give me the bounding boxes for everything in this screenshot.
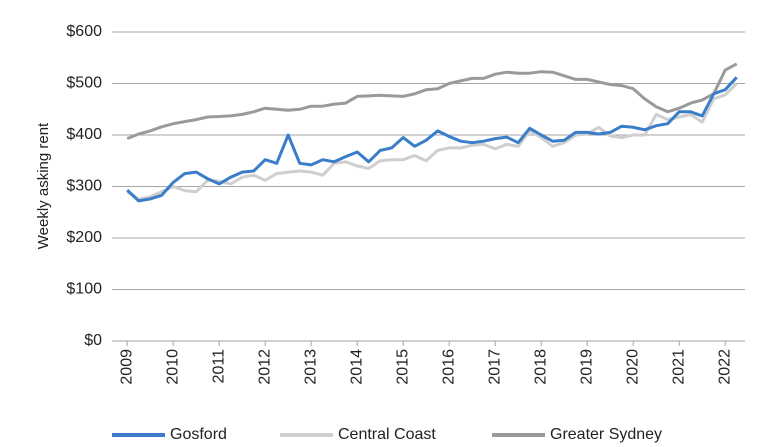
series-line xyxy=(126,76,738,203)
y-axis-label: Weekly asking rent xyxy=(35,122,52,249)
x-tick-label: 2013 xyxy=(302,349,319,385)
series-line xyxy=(126,82,738,201)
series-line xyxy=(126,62,738,140)
x-tick-label: 2021 xyxy=(670,349,687,385)
y-tick-label: $100 xyxy=(66,281,102,298)
y-tick-label: $500 xyxy=(66,75,102,92)
x-tick-label: 2018 xyxy=(532,349,549,385)
x-tick-label: 2015 xyxy=(394,349,411,385)
y-tick-label: $0 xyxy=(84,332,102,349)
y-tick-label: $200 xyxy=(66,229,102,246)
y-tick-label: $600 xyxy=(66,23,102,40)
legend-label: Gosford xyxy=(170,426,227,443)
legend-label: Central Coast xyxy=(338,426,436,443)
x-tick-label: 2020 xyxy=(624,349,641,385)
y-tick-label: $300 xyxy=(66,178,102,195)
x-tick-label: 2009 xyxy=(118,349,135,385)
x-tick-label: 2011 xyxy=(210,349,227,384)
x-tick-label: 2019 xyxy=(578,349,595,385)
y-tick-label: $400 xyxy=(66,126,102,143)
x-tick-label: 2017 xyxy=(486,349,503,385)
x-tick-label: 2012 xyxy=(256,349,273,385)
x-tick-label: 2014 xyxy=(348,349,365,385)
x-tick-label: 2016 xyxy=(440,349,457,385)
legend-label: Greater Sydney xyxy=(550,426,662,443)
x-tick-label: 2010 xyxy=(164,349,181,385)
x-tick-label: 2022 xyxy=(716,349,733,385)
